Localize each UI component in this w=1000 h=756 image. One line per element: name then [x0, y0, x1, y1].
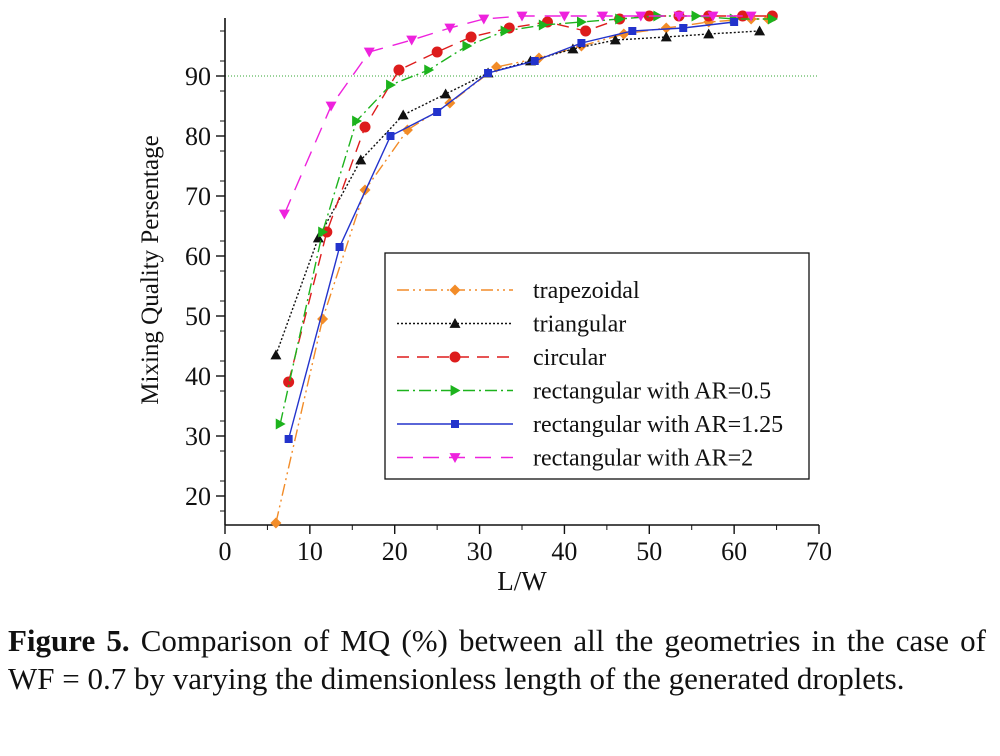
data-point — [335, 243, 344, 251]
data-point — [352, 115, 363, 127]
data-point — [609, 34, 621, 45]
y-tick-label: 20 — [185, 482, 211, 511]
data-point — [754, 25, 766, 36]
figure-caption: Figure 5. Comparison of MQ (%) between a… — [8, 622, 986, 698]
data-point — [635, 11, 647, 22]
x-tick-label: 50 — [636, 537, 662, 566]
y-tick-label: 30 — [185, 422, 211, 451]
data-point — [397, 109, 409, 120]
data-point — [691, 10, 702, 22]
data-point — [660, 31, 672, 42]
data-point — [558, 11, 570, 22]
legend-label: trapezoidal — [533, 278, 640, 304]
legend: trapezoidal triangular circular rectangular… — [384, 252, 810, 480]
x-tick-label: 30 — [467, 537, 493, 566]
series-layer — [270, 10, 778, 529]
legend-marker — [449, 284, 461, 296]
data-point — [484, 69, 493, 77]
y-tick-label: 90 — [185, 62, 211, 91]
legend-marker — [451, 420, 459, 428]
data-point — [538, 19, 549, 31]
data-point — [318, 226, 329, 238]
legend-label: rectangular with AR=0.5 — [533, 379, 771, 405]
data-point — [386, 79, 396, 91]
axes: 20 30 40 50 60 70 80 90 0 10 20 30 40 50 60 70 — [185, 18, 832, 566]
legend-label: rectangular with AR=2 — [533, 446, 753, 472]
x-tick-label: 60 — [721, 537, 747, 566]
series-line — [283, 15, 752, 215]
x-tick-label: 10 — [297, 537, 323, 566]
y-tick-label: 60 — [185, 242, 211, 271]
data-point — [278, 209, 290, 220]
data-point — [577, 16, 587, 28]
data-point — [424, 64, 435, 76]
legend-marker — [449, 351, 461, 363]
data-point — [462, 40, 473, 52]
legend-label: circular — [533, 345, 606, 371]
data-point — [597, 11, 609, 22]
data-point — [730, 18, 739, 26]
data-point — [530, 57, 539, 65]
legend-label: triangular — [533, 312, 626, 338]
data-point — [767, 13, 778, 25]
data-point — [618, 28, 630, 40]
x-tick-label: 40 — [551, 537, 577, 566]
data-point — [406, 35, 418, 46]
caption-label: Figure 5. — [8, 623, 130, 658]
data-point — [355, 154, 367, 165]
data-point — [577, 39, 586, 47]
y-tick-label: 40 — [185, 362, 211, 391]
data-point — [567, 43, 579, 54]
data-point — [270, 517, 282, 529]
data-point — [431, 46, 443, 58]
data-point — [393, 64, 405, 76]
y-tick-label: 50 — [185, 302, 211, 331]
data-point — [283, 376, 295, 388]
legend-label: rectangular with AR=1.25 — [533, 412, 783, 438]
legend-marker — [450, 385, 461, 396]
data-point — [745, 11, 757, 22]
data-point — [275, 418, 286, 430]
data-point — [628, 27, 637, 35]
data-point — [433, 108, 442, 116]
data-point — [325, 101, 337, 112]
data-point — [312, 232, 324, 243]
data-point — [284, 435, 293, 443]
x-tick-label: 0 — [219, 537, 232, 566]
x-tick-label: 70 — [806, 537, 832, 566]
series-line — [287, 21, 735, 440]
legend-marker — [449, 453, 461, 463]
data-point — [500, 25, 511, 37]
legend-marker — [449, 318, 461, 328]
data-point — [440, 88, 452, 99]
caption-text: Comparison of MQ (%) between all the geo… — [8, 623, 986, 696]
data-point — [386, 132, 395, 140]
series-5 — [278, 11, 757, 220]
data-point — [478, 14, 490, 25]
y-tick-label: 80 — [185, 122, 211, 151]
y-tick-label: 70 — [185, 182, 211, 211]
data-point — [516, 11, 528, 22]
data-point — [679, 24, 688, 32]
x-tick-label: 20 — [382, 537, 408, 566]
series-4 — [284, 18, 739, 443]
data-point — [703, 28, 715, 39]
data-point — [401, 124, 413, 136]
data-point — [707, 11, 719, 22]
data-point — [615, 13, 626, 25]
data-point — [465, 31, 477, 43]
data-point — [444, 23, 456, 34]
data-point — [673, 11, 685, 22]
chart: 20 30 40 50 60 70 80 90 0 10 20 30 40 50 60 70 trapezoi… — [137, 10, 832, 596]
data-point — [359, 121, 371, 133]
x-axis-label: L/W — [497, 566, 547, 596]
data-point — [580, 25, 592, 37]
series-line — [279, 15, 773, 425]
data-point — [660, 22, 672, 34]
data-point — [363, 47, 375, 58]
y-axis-label: Mixing Quality Persentage — [137, 135, 164, 404]
data-point — [270, 349, 282, 360]
